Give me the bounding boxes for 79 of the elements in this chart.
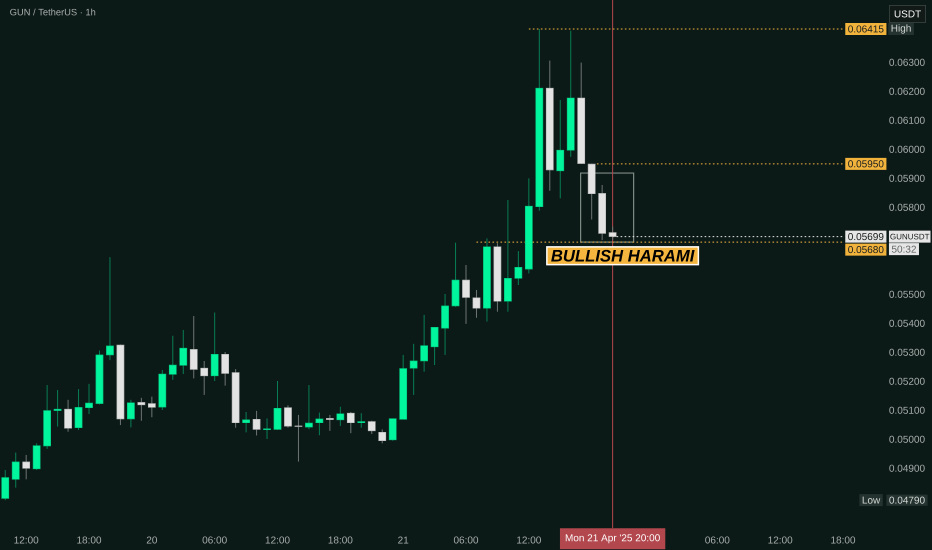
candlestick	[336, 406, 344, 426]
candlestick	[274, 380, 282, 430]
candlestick	[420, 314, 428, 372]
y-tick-label: 0.06300	[889, 58, 925, 66]
y-tick-label: 0.05800	[889, 204, 925, 211]
candlestick	[410, 343, 418, 396]
candlestick	[305, 384, 313, 430]
candlestick	[12, 452, 20, 488]
x-tick-label: 06:00	[705, 536, 730, 544]
candlestick	[127, 399, 135, 428]
x-tick-label: 12:00	[768, 536, 792, 544]
y-tick-label: 0.06100	[889, 116, 925, 124]
candlestick	[504, 200, 512, 312]
y-tick-label: 0.05400	[889, 320, 925, 327]
data-label: 0.05699	[848, 233, 884, 240]
candlestick	[252, 410, 260, 436]
x-tick-label: 12:00	[517, 536, 541, 544]
candlestick	[200, 360, 208, 396]
y-tick-label: 0.05000	[889, 436, 925, 443]
y-tick-label: 0.05900	[889, 174, 925, 182]
ref-line-label: Mon 21 Apr '25 20:00	[566, 534, 660, 544]
candlestick	[378, 428, 386, 444]
x-tick-label: 21	[398, 536, 408, 544]
candlestick	[179, 329, 188, 375]
y-axis-title: USDT	[894, 10, 921, 18]
x-tick-label: 20	[146, 536, 158, 544]
candlestick	[346, 412, 355, 434]
text: Low	[862, 496, 880, 504]
candlestick	[388, 418, 397, 442]
candlestick	[148, 396, 156, 418]
candlestick	[106, 256, 114, 361]
candlestick	[74, 388, 82, 430]
candlestick	[242, 412, 250, 433]
x-tick-label: 06:00	[202, 536, 227, 544]
y-tick-label: 0.05100	[889, 406, 925, 414]
candlestick	[138, 397, 146, 422]
y-tick-label: 0.06000	[889, 146, 925, 153]
y-tick-label: 0.05500	[889, 290, 925, 298]
y-tick-label: 0.05200	[889, 378, 925, 385]
text: GUNUSDT	[890, 234, 930, 240]
candlestick	[1, 470, 10, 501]
candlestick	[441, 294, 449, 356]
candlestick	[210, 312, 219, 382]
text: High	[892, 24, 911, 34]
candlestick	[32, 442, 41, 471]
y-tick-label: 0.04900	[889, 464, 925, 472]
candlestick	[326, 414, 334, 432]
candlestick	[168, 335, 177, 380]
x-tick-label: 18:00	[328, 536, 352, 544]
x-tick-label: 18:00	[77, 536, 102, 544]
candlestick	[54, 389, 62, 428]
candlestick	[221, 351, 230, 386]
data-label: 0.05680	[848, 246, 884, 254]
candlestick	[430, 326, 438, 366]
candlestick	[556, 100, 564, 199]
y-tick-label: 0.04790	[889, 496, 925, 504]
candlestick	[284, 404, 292, 428]
candlestick	[294, 414, 302, 462]
x-tick-label: 18:00	[831, 536, 856, 544]
data-label: 0.06415	[848, 25, 884, 33]
y-tick-label: 0.06200	[889, 88, 925, 95]
x-tick-label: 06:00	[454, 536, 478, 544]
text: 50:32	[892, 246, 916, 253]
candlestick	[263, 418, 271, 440]
candlestick	[85, 383, 93, 415]
candlestick	[64, 399, 72, 432]
candlestick	[472, 289, 480, 318]
x-tick-label: 12:00	[14, 536, 38, 544]
candlestick	[190, 316, 198, 379]
candlestick	[22, 454, 30, 480]
annotation: BULLISH HARAMI	[551, 250, 695, 262]
candlestick	[514, 250, 522, 286]
x-tick-label: 12:00	[266, 536, 290, 544]
data-label: 0.05950	[848, 160, 884, 168]
candlestick	[462, 264, 470, 324]
candlestick	[368, 420, 376, 435]
candlestick	[316, 412, 324, 436]
y-tick-label: 0.05300	[889, 348, 925, 356]
text: GUN / TetherUS · 1h	[10, 8, 96, 16]
